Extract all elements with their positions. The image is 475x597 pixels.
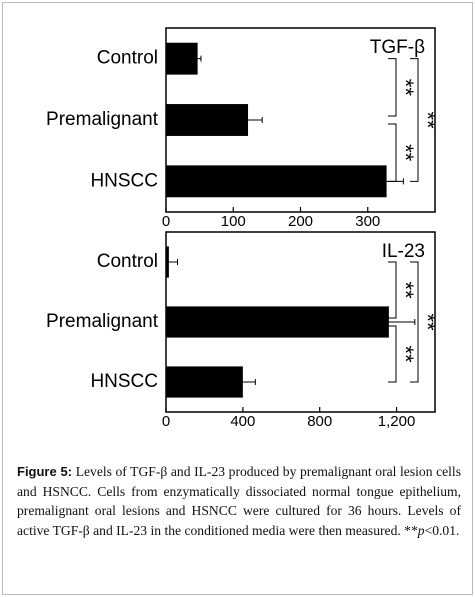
y-tick-label: Control <box>97 251 158 272</box>
significance-label: ** <box>393 79 418 97</box>
y-tick-label: Control <box>97 48 158 69</box>
significance-label: ** <box>415 111 440 129</box>
caption-p: p <box>417 522 425 538</box>
x-tick-label: 400 <box>230 413 255 430</box>
panel-label: IL-23 <box>382 241 425 262</box>
x-tick-label: 200 <box>288 213 313 230</box>
significance-label: ** <box>393 345 418 363</box>
x-tick-label: 800 <box>307 413 332 430</box>
caption: Figure 5: Levels of TGF-β and IL-23 prod… <box>17 462 461 540</box>
bar <box>166 165 387 198</box>
significance-label: ** <box>393 281 418 299</box>
bar <box>166 366 243 398</box>
bar <box>166 104 249 136</box>
significance-bracket <box>388 123 397 182</box>
bar <box>166 306 389 338</box>
bar <box>166 246 169 278</box>
significance-bracket <box>410 261 419 383</box>
y-tick-label: Premalignant <box>46 311 159 332</box>
x-tick-label: 300 <box>355 213 380 230</box>
y-tick-label: Premalignant <box>46 109 159 130</box>
significance-bracket <box>388 261 397 319</box>
significance-label: ** <box>415 313 440 331</box>
caption-tail: <0.01. <box>424 522 460 538</box>
panel-label: TGF-β <box>370 37 425 58</box>
caption-label: Figure 5: <box>17 464 73 479</box>
significance-bracket <box>388 325 397 383</box>
x-tick-label: 100 <box>221 213 246 230</box>
bar <box>166 42 198 75</box>
x-tick-label: 1,200 <box>378 413 416 430</box>
y-tick-label: HNSCC <box>90 371 158 392</box>
significance-label: ** <box>393 144 418 162</box>
y-tick-label: HNSCC <box>90 170 158 191</box>
x-tick-label: 0 <box>162 213 170 230</box>
significance-bracket <box>388 58 397 117</box>
x-tick-label: 0 <box>162 413 170 430</box>
chart: TGF-β 0 100 200 300 Control Premalignant HNSCC *… <box>46 27 440 430</box>
caption-text: Levels of TGF-β and IL-23 produced by pr… <box>17 464 461 538</box>
significance-bracket <box>410 58 419 182</box>
